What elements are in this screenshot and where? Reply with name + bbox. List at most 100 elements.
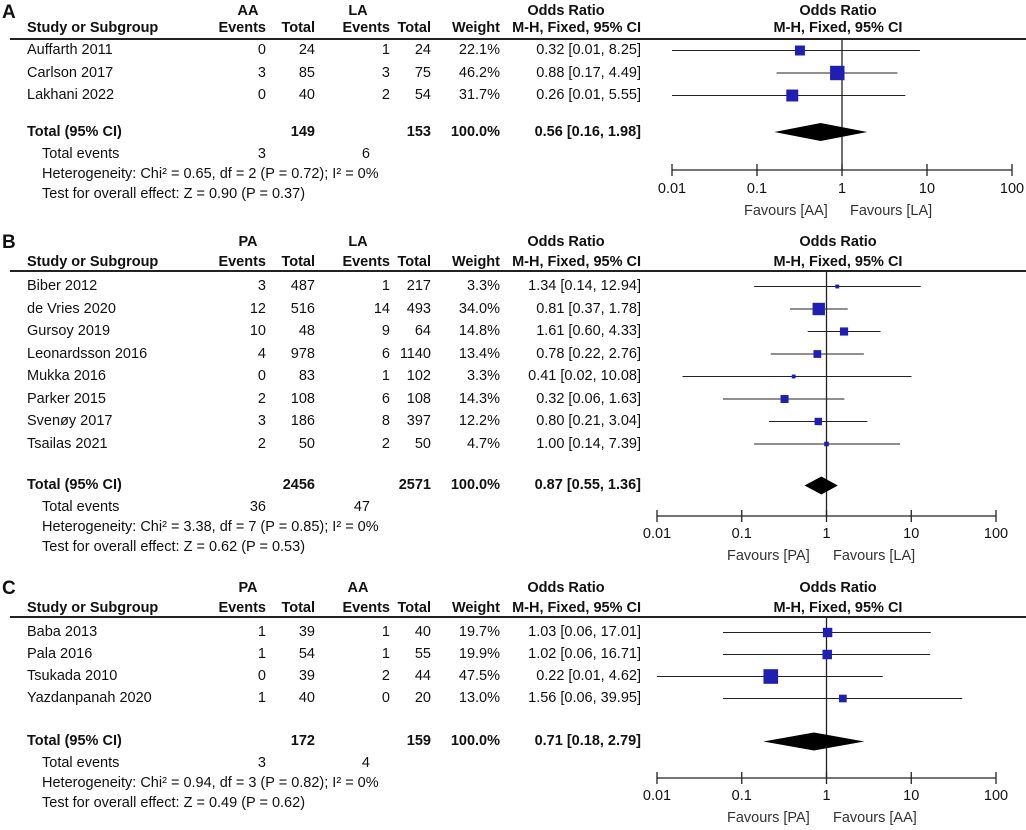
total1-value: 487 <box>290 278 315 294</box>
events1-column-header: Events <box>218 600 266 616</box>
events2-value: 3 <box>381 64 390 81</box>
pooled-diamond <box>763 732 865 751</box>
total-ci-label: Total (95% CI) <box>27 733 122 749</box>
total-events-group2: 6 <box>361 145 370 162</box>
total2-value: 55 <box>414 646 431 662</box>
x-axis-tick-label: 0.1 <box>732 526 752 542</box>
events1-value: 1 <box>257 690 266 706</box>
method-plot-header: M-H, Fixed, 95% CI <box>773 20 903 36</box>
odds-ratio-ci-value: 1.56 [0.06, 39.95] <box>528 690 641 706</box>
study-square-marker <box>830 65 845 81</box>
study-square-marker <box>822 649 832 660</box>
weight-column-header: Weight <box>451 600 500 616</box>
study-column-header: Study or Subgroup <box>27 20 159 36</box>
total1-value: 83 <box>298 368 315 384</box>
total1-column-header: Total <box>281 254 315 270</box>
total-events-group2: 4 <box>361 755 370 771</box>
total2-value: 1140 <box>399 345 431 362</box>
weight-value: 31.7% <box>458 87 500 103</box>
total1-value: 48 <box>298 323 315 339</box>
total1-value: 54 <box>298 646 315 662</box>
events2-value: 9 <box>381 323 390 339</box>
total2-value: 54 <box>414 87 431 103</box>
total1-value: 39 <box>298 668 315 684</box>
weight-column-header: Weight <box>451 254 500 270</box>
events2-value: 14 <box>373 300 390 317</box>
forest-plot-area: 0.01 0.1 1 10 100 Favours [PA] Favours [AA] <box>643 616 1008 826</box>
favours-left-label: Favours [PA] <box>727 810 810 826</box>
events2-column-header: Events <box>342 20 390 36</box>
group2-header: LA <box>348 234 368 250</box>
events1-value: 1 <box>257 624 266 640</box>
weight-value: 19.7% <box>458 624 500 640</box>
total-events-group2: 47 <box>353 499 370 515</box>
total-events-group1: 36 <box>249 499 266 515</box>
group1-header: PA <box>238 234 258 250</box>
x-axis-tick-label: 0.01 <box>643 526 671 542</box>
total1-value: 24 <box>298 42 315 58</box>
study-name: Baba 2013 <box>27 624 98 640</box>
study-square-marker <box>794 45 805 56</box>
group2-header: LA <box>348 3 368 19</box>
method-plot-header: M-H, Fixed, 95% CI <box>773 254 903 270</box>
total1-value: 40 <box>298 87 315 103</box>
total-weight-value: 100.0% <box>450 123 500 140</box>
header-divider <box>10 616 1026 618</box>
study-name: Tsailas 2021 <box>27 435 108 452</box>
total1-value: 172 <box>290 733 315 749</box>
forest-plot-area: 0.01 0.1 1 10 100 Favours [PA] Favours [LA] <box>643 270 1008 564</box>
study-name: Auffarth 2011 <box>27 42 113 58</box>
total-odds-ratio-ci: 0.56 [0.16, 1.98] <box>534 123 641 140</box>
events2-value: 6 <box>381 345 390 362</box>
panel-letter: C <box>2 578 16 599</box>
odds-ratio-ci-value: 0.88 [0.17, 4.49] <box>536 64 641 81</box>
odds-ratio-header: Odds Ratio <box>527 234 605 250</box>
odds-ratio-header: Odds Ratio <box>527 3 605 19</box>
events2-value: 8 <box>381 413 390 429</box>
total1-value: 516 <box>290 300 315 317</box>
events1-value: 4 <box>257 345 266 362</box>
odds-ratio-ci-value: 0.78 [0.22, 2.76] <box>536 345 641 362</box>
weight-value: 4.7% <box>466 435 500 452</box>
total1-value: 186 <box>290 413 315 429</box>
x-axis-tick-label: 0.1 <box>732 788 752 804</box>
total-weight-value: 100.0% <box>450 477 500 493</box>
study-name: Pala 2016 <box>27 646 93 662</box>
total-odds-ratio-ci: 0.87 [0.55, 1.36] <box>534 477 641 493</box>
x-axis-tick-label: 10 <box>903 526 919 542</box>
events1-value: 3 <box>257 278 266 294</box>
events1-value: 3 <box>257 64 266 81</box>
study-square-marker <box>780 394 789 404</box>
total1-value: 108 <box>290 390 315 407</box>
study-square-marker <box>813 350 822 358</box>
total-events-group1: 3 <box>257 145 266 162</box>
forest-plot-panel-c: C PA AA Odds Ratio Odds Ratio Study or Subgro… <box>0 578 1026 826</box>
events2-value: 1 <box>381 368 390 384</box>
total-events-label: Total events <box>42 499 120 515</box>
study-square-marker <box>814 417 822 426</box>
favours-right-label: Favours [LA] <box>833 548 915 564</box>
total1-value: 40 <box>298 690 315 706</box>
total1-value: 50 <box>298 435 315 452</box>
heterogeneity-text: Heterogeneity: Chi² = 3.38, df = 7 (P = … <box>42 519 379 535</box>
events1-value: 1 <box>257 646 266 662</box>
weight-value: 46.2% <box>458 64 500 81</box>
total2-value: 20 <box>414 690 431 706</box>
total-ci-label: Total (95% CI) <box>27 477 122 493</box>
x-axis-tick-label: 0.01 <box>643 788 671 804</box>
study-name: de Vries 2020 <box>27 300 116 317</box>
odds-ratio-ci-value: 1.02 [0.06, 16.71] <box>528 646 641 662</box>
header-divider <box>10 38 1026 40</box>
weight-value: 3.3% <box>466 278 500 294</box>
x-axis-tick-label: 1 <box>822 788 830 804</box>
favours-right-label: Favours [AA] <box>833 810 917 826</box>
study-square-marker <box>791 374 796 379</box>
odds-ratio-plot-header: Odds Ratio <box>799 580 877 596</box>
total2-column-header: Total <box>397 600 431 616</box>
events1-value: 0 <box>257 42 266 58</box>
total2-value: 50 <box>414 435 431 452</box>
total2-value: 217 <box>406 278 431 294</box>
total1-value: 2456 <box>282 477 315 493</box>
method-column-header: M-H, Fixed, 95% CI <box>512 20 641 36</box>
events2-value: 2 <box>381 87 390 103</box>
